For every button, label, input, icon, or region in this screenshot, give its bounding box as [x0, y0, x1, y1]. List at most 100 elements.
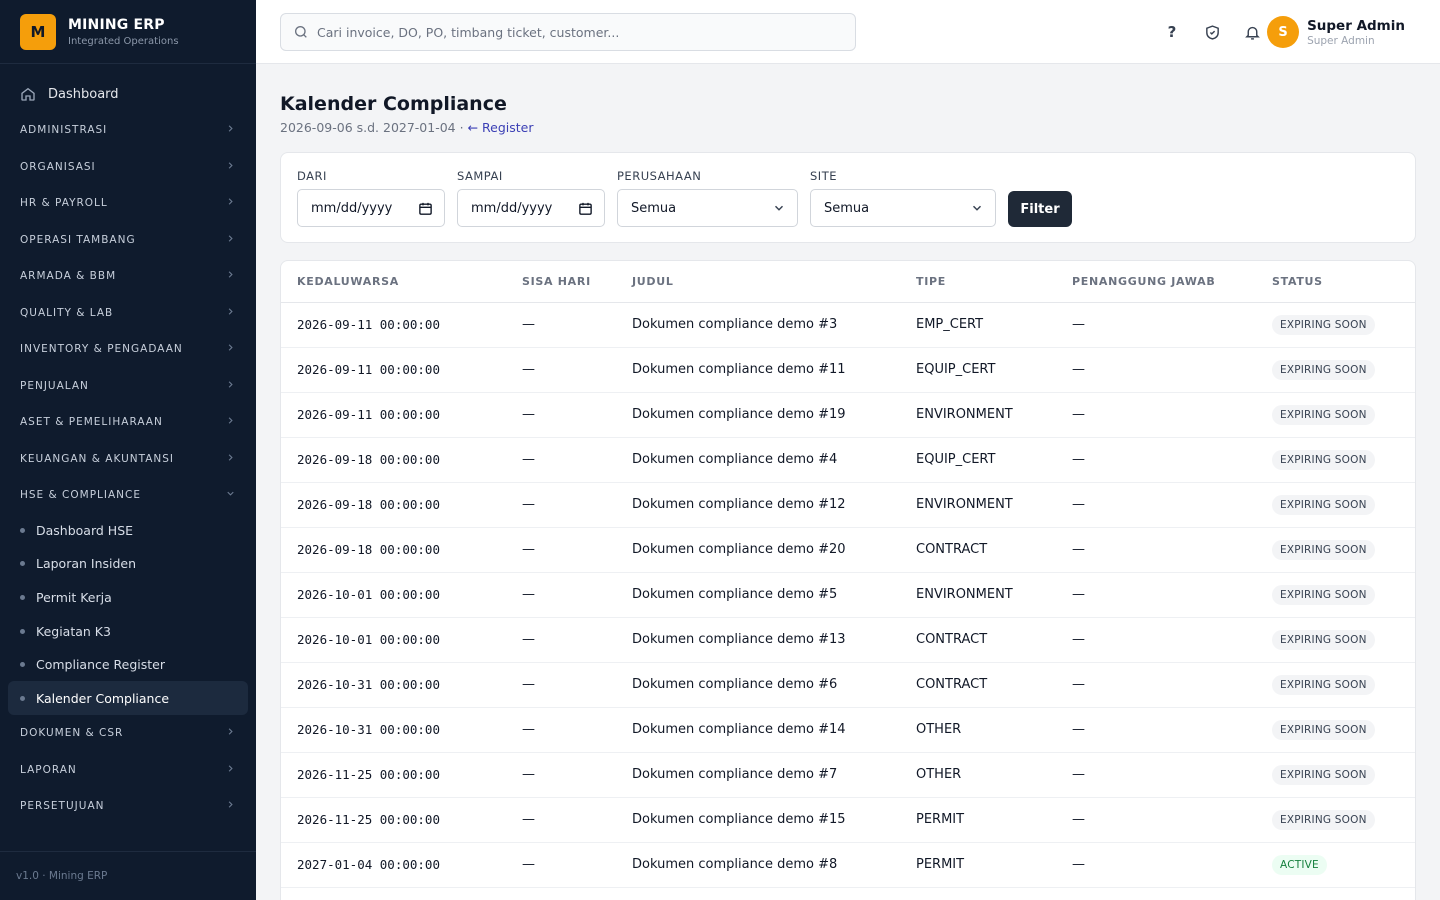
sidebar-footer: v1.0 · Mining ERP	[0, 851, 256, 900]
cell-status: EXPIRING SOON	[1272, 347, 1415, 393]
col-header-status[interactable]: STATUS	[1272, 261, 1415, 303]
register-link[interactable]: ← Register	[467, 120, 534, 135]
search-input[interactable]	[317, 24, 837, 40]
sidebar: M MINING ERP Integrated Operations Dashb…	[0, 0, 256, 900]
cell-title: Dokumen compliance demo #14	[632, 707, 916, 753]
table-row[interactable]: 2026-09-11 00:00:00— Dokumen compliance d…	[281, 347, 1415, 393]
brand-tagline: Integrated Operations	[68, 35, 179, 47]
table-row[interactable]: 2027-01-04 00:00:00— Dokumen compliance d…	[281, 842, 1415, 888]
bullet-dot-icon	[20, 695, 25, 701]
cell-title: Dokumen compliance demo #3	[632, 302, 916, 348]
main-content: Kalender Compliance 2026-09-06 s.d. 2027…	[280, 64, 1416, 900]
cell-title: Dokumen compliance demo #5	[632, 572, 916, 618]
cell-type: CONTRACT	[916, 662, 1072, 708]
sidebar-group-inventory-pengadaan[interactable]: INVENTORY & PENGADAAN	[0, 331, 256, 368]
cell-type: PERMIT	[916, 797, 1072, 843]
search-bar[interactable]	[280, 13, 856, 51]
table-row[interactable]: 2026-09-18 00:00:00— Dokumen compliance d…	[281, 527, 1415, 573]
cell-type: PERMIT	[916, 842, 1072, 888]
table-row[interactable]: 2026-10-01 00:00:00— Dokumen compliance d…	[281, 617, 1415, 663]
sidebar-item-kegiatan-k3[interactable]: Kegiatan K3	[0, 614, 256, 648]
col-header-days-left[interactable]: SISA HARI	[522, 261, 632, 303]
user-role: Super Admin	[1307, 34, 1375, 47]
col-header-pic[interactable]: PENANGGUNG JAWAB	[1072, 261, 1272, 303]
sidebar-item-label: Dashboard HSE	[36, 522, 134, 538]
avatar: S	[1267, 16, 1300, 48]
sidebar-item-label: Kalender Compliance	[36, 690, 170, 706]
page-subtitle: 2026-09-06 s.d. 2027-01-04 · ← Register	[280, 120, 1416, 135]
bullet-dot-icon	[20, 594, 25, 600]
cell-type: OTHER	[916, 707, 1072, 753]
table-row[interactable]: 2026-11-25 00:00:00— Dokumen compliance d…	[281, 797, 1415, 843]
sidebar-group-operasi-tambang[interactable]: OPERASI TAMBANG	[0, 222, 256, 259]
bell-icon[interactable]	[1240, 20, 1264, 44]
sidebar-group-laporan[interactable]: LAPORAN	[0, 752, 256, 789]
filter-card: DARI mm/dd/yyyy SAMPAI mm/dd/yyyy PERUSA…	[280, 152, 1416, 243]
shield-check-icon[interactable]	[1200, 20, 1224, 44]
cell-status: EXPIRING SOON	[1272, 482, 1415, 528]
sidebar-group-keuangan-akuntansi[interactable]: KEUANGAN & AKUNTANSI	[0, 441, 256, 478]
table-row[interactable]: 2026-09-11 00:00:00— Dokumen compliance d…	[281, 392, 1415, 438]
date-from-input[interactable]: mm/dd/yyyy	[297, 189, 445, 227]
col-header-type[interactable]: TIPE	[916, 261, 1072, 303]
cell-days-left: —	[522, 437, 632, 483]
cell-days-left: —	[522, 392, 632, 438]
cell-pic: —	[1072, 707, 1272, 753]
table-row[interactable]: 2026-10-31 00:00:00— Dokumen compliance d…	[281, 707, 1415, 753]
status-badge: EXPIRING SOON	[1272, 584, 1375, 605]
table-row[interactable]: 2026-09-18 00:00:00— Dokumen compliance d…	[281, 482, 1415, 528]
search-icon	[295, 26, 307, 38]
table-header-row: KEDALUWARSA SISA HARI JUDUL TIPE PENANGG…	[281, 261, 1415, 303]
sidebar-item-compliance-register[interactable]: Compliance Register	[0, 648, 256, 682]
brand[interactable]: M MINING ERP Integrated Operations	[0, 0, 256, 64]
cell-expiry: 2026-11-25 00:00:00	[281, 797, 522, 843]
col-header-expiry[interactable]: KEDALUWARSA	[281, 261, 522, 303]
sidebar-group-label: ADMINISTRASI	[20, 124, 108, 137]
calendar-icon	[579, 202, 592, 215]
sidebar-group-penjualan[interactable]: PENJUALAN	[0, 368, 256, 405]
sidebar-group-dokumen-csr[interactable]: DOKUMEN & CSR	[0, 715, 256, 752]
sidebar-group-organisasi[interactable]: ORGANISASI	[0, 149, 256, 186]
help-icon[interactable]: ?	[1167, 23, 1177, 41]
chevron-right-icon	[225, 379, 236, 393]
user-name: Super Admin	[1307, 17, 1405, 34]
cell-status: EXPIRING SOON	[1272, 392, 1415, 438]
col-header-title[interactable]: JUDUL	[632, 261, 916, 303]
page-title: Kalender Compliance	[280, 93, 507, 115]
sidebar-group-armada-bbm[interactable]: ARMADA & BBM	[0, 258, 256, 295]
cell-pic: —	[1072, 437, 1272, 483]
sidebar-group-aset-pemeliharaan[interactable]: ASET & PEMELIHARAAN	[0, 404, 256, 441]
cell-pic: —	[1072, 617, 1272, 663]
sidebar-group-administrasi[interactable]: ADMINISTRASI	[0, 112, 256, 149]
status-badge: EXPIRING SOON	[1272, 539, 1375, 560]
bullet-dot-icon	[20, 527, 25, 533]
sidebar-group-persetujuan[interactable]: PERSETUJUAN	[0, 788, 256, 825]
calendar-icon	[419, 202, 432, 215]
sidebar-item-laporan-insiden[interactable]: Laporan Insiden	[0, 547, 256, 581]
filter-to-label: SAMPAI	[457, 169, 503, 183]
table-row[interactable]: 2026-10-01 00:00:00— Dokumen compliance d…	[281, 572, 1415, 618]
sidebar-item-label: Kegiatan K3	[36, 623, 111, 639]
chevron-right-icon	[225, 160, 236, 174]
sidebar-group-hse-compliance[interactable]: HSE & COMPLIANCE	[0, 477, 256, 514]
filter-button[interactable]: Filter	[1008, 191, 1072, 227]
table-row[interactable]: 2026-09-18 00:00:00— Dokumen compliance d…	[281, 437, 1415, 483]
sidebar-item-dashboard[interactable]: Dashboard	[0, 76, 256, 112]
status-badge: EXPIRING SOON	[1272, 404, 1375, 425]
sidebar-item-kalender-compliance[interactable]: Kalender Compliance	[8, 681, 248, 716]
site-select[interactable]: Semua	[810, 189, 996, 227]
table-row[interactable]: 2026-11-25 00:00:00— Dokumen compliance d…	[281, 752, 1415, 798]
chevron-right-icon	[225, 763, 236, 777]
bullet-dot-icon	[20, 561, 25, 567]
sidebar-group-quality-lab[interactable]: QUALITY & LAB	[0, 295, 256, 332]
sidebar-group-hr-payroll[interactable]: HR & PAYROLL	[0, 185, 256, 222]
sidebar-item-permit-kerja[interactable]: Permit Kerja	[0, 581, 256, 615]
table-row[interactable]: 2026-09-11 00:00:00— Dokumen compliance d…	[281, 302, 1415, 348]
date-to-input[interactable]: mm/dd/yyyy	[457, 189, 605, 227]
company-select[interactable]: Semua	[617, 189, 798, 227]
sidebar-item-dashboard-hse[interactable]: Dashboard HSE	[0, 514, 256, 548]
chevron-right-icon	[225, 269, 236, 283]
cell-days-left: —	[522, 482, 632, 528]
user-menu[interactable]: S Super Admin Super Admin	[1267, 16, 1405, 48]
table-row[interactable]: 2026-10-31 00:00:00— Dokumen compliance d…	[281, 662, 1415, 708]
